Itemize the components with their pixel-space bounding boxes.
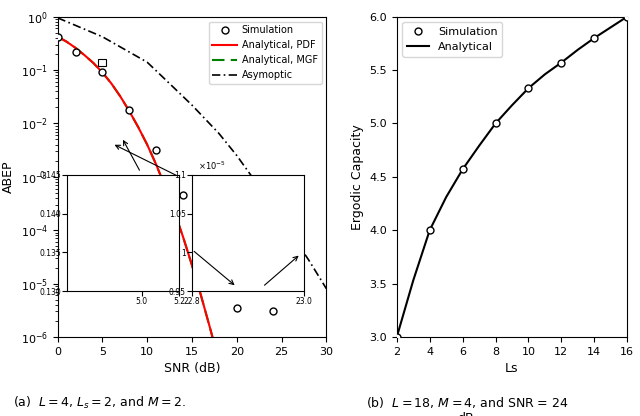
Text: (b)  $L = 18$, $M = 4$, and SNR = 24
dB.: (b) $L = 18$, $M = 4$, and SNR = 24 dB. [366, 395, 568, 416]
Text: (a)  $L = 4$, $L_s = 2$, and $M = 2$.: (a) $L = 4$, $L_s = 2$, and $M = 2$. [13, 395, 186, 411]
Legend: Simulation, Analytical, PDF, Analytical, MGF, Asymoptic: Simulation, Analytical, PDF, Analytical,… [209, 22, 321, 84]
X-axis label: SNR (dB): SNR (dB) [164, 362, 220, 375]
X-axis label: Ls: Ls [505, 362, 519, 375]
Y-axis label: Ergodic Capacity: Ergodic Capacity [351, 124, 364, 230]
Bar [259, 280, 268, 287]
Y-axis label: ABEP: ABEP [2, 161, 15, 193]
Legend: Simulation, Analytical: Simulation, Analytical [403, 22, 502, 57]
Text: $\times 10^{-5}$: $\times 10^{-5}$ [198, 160, 225, 172]
Bar [99, 59, 106, 66]
